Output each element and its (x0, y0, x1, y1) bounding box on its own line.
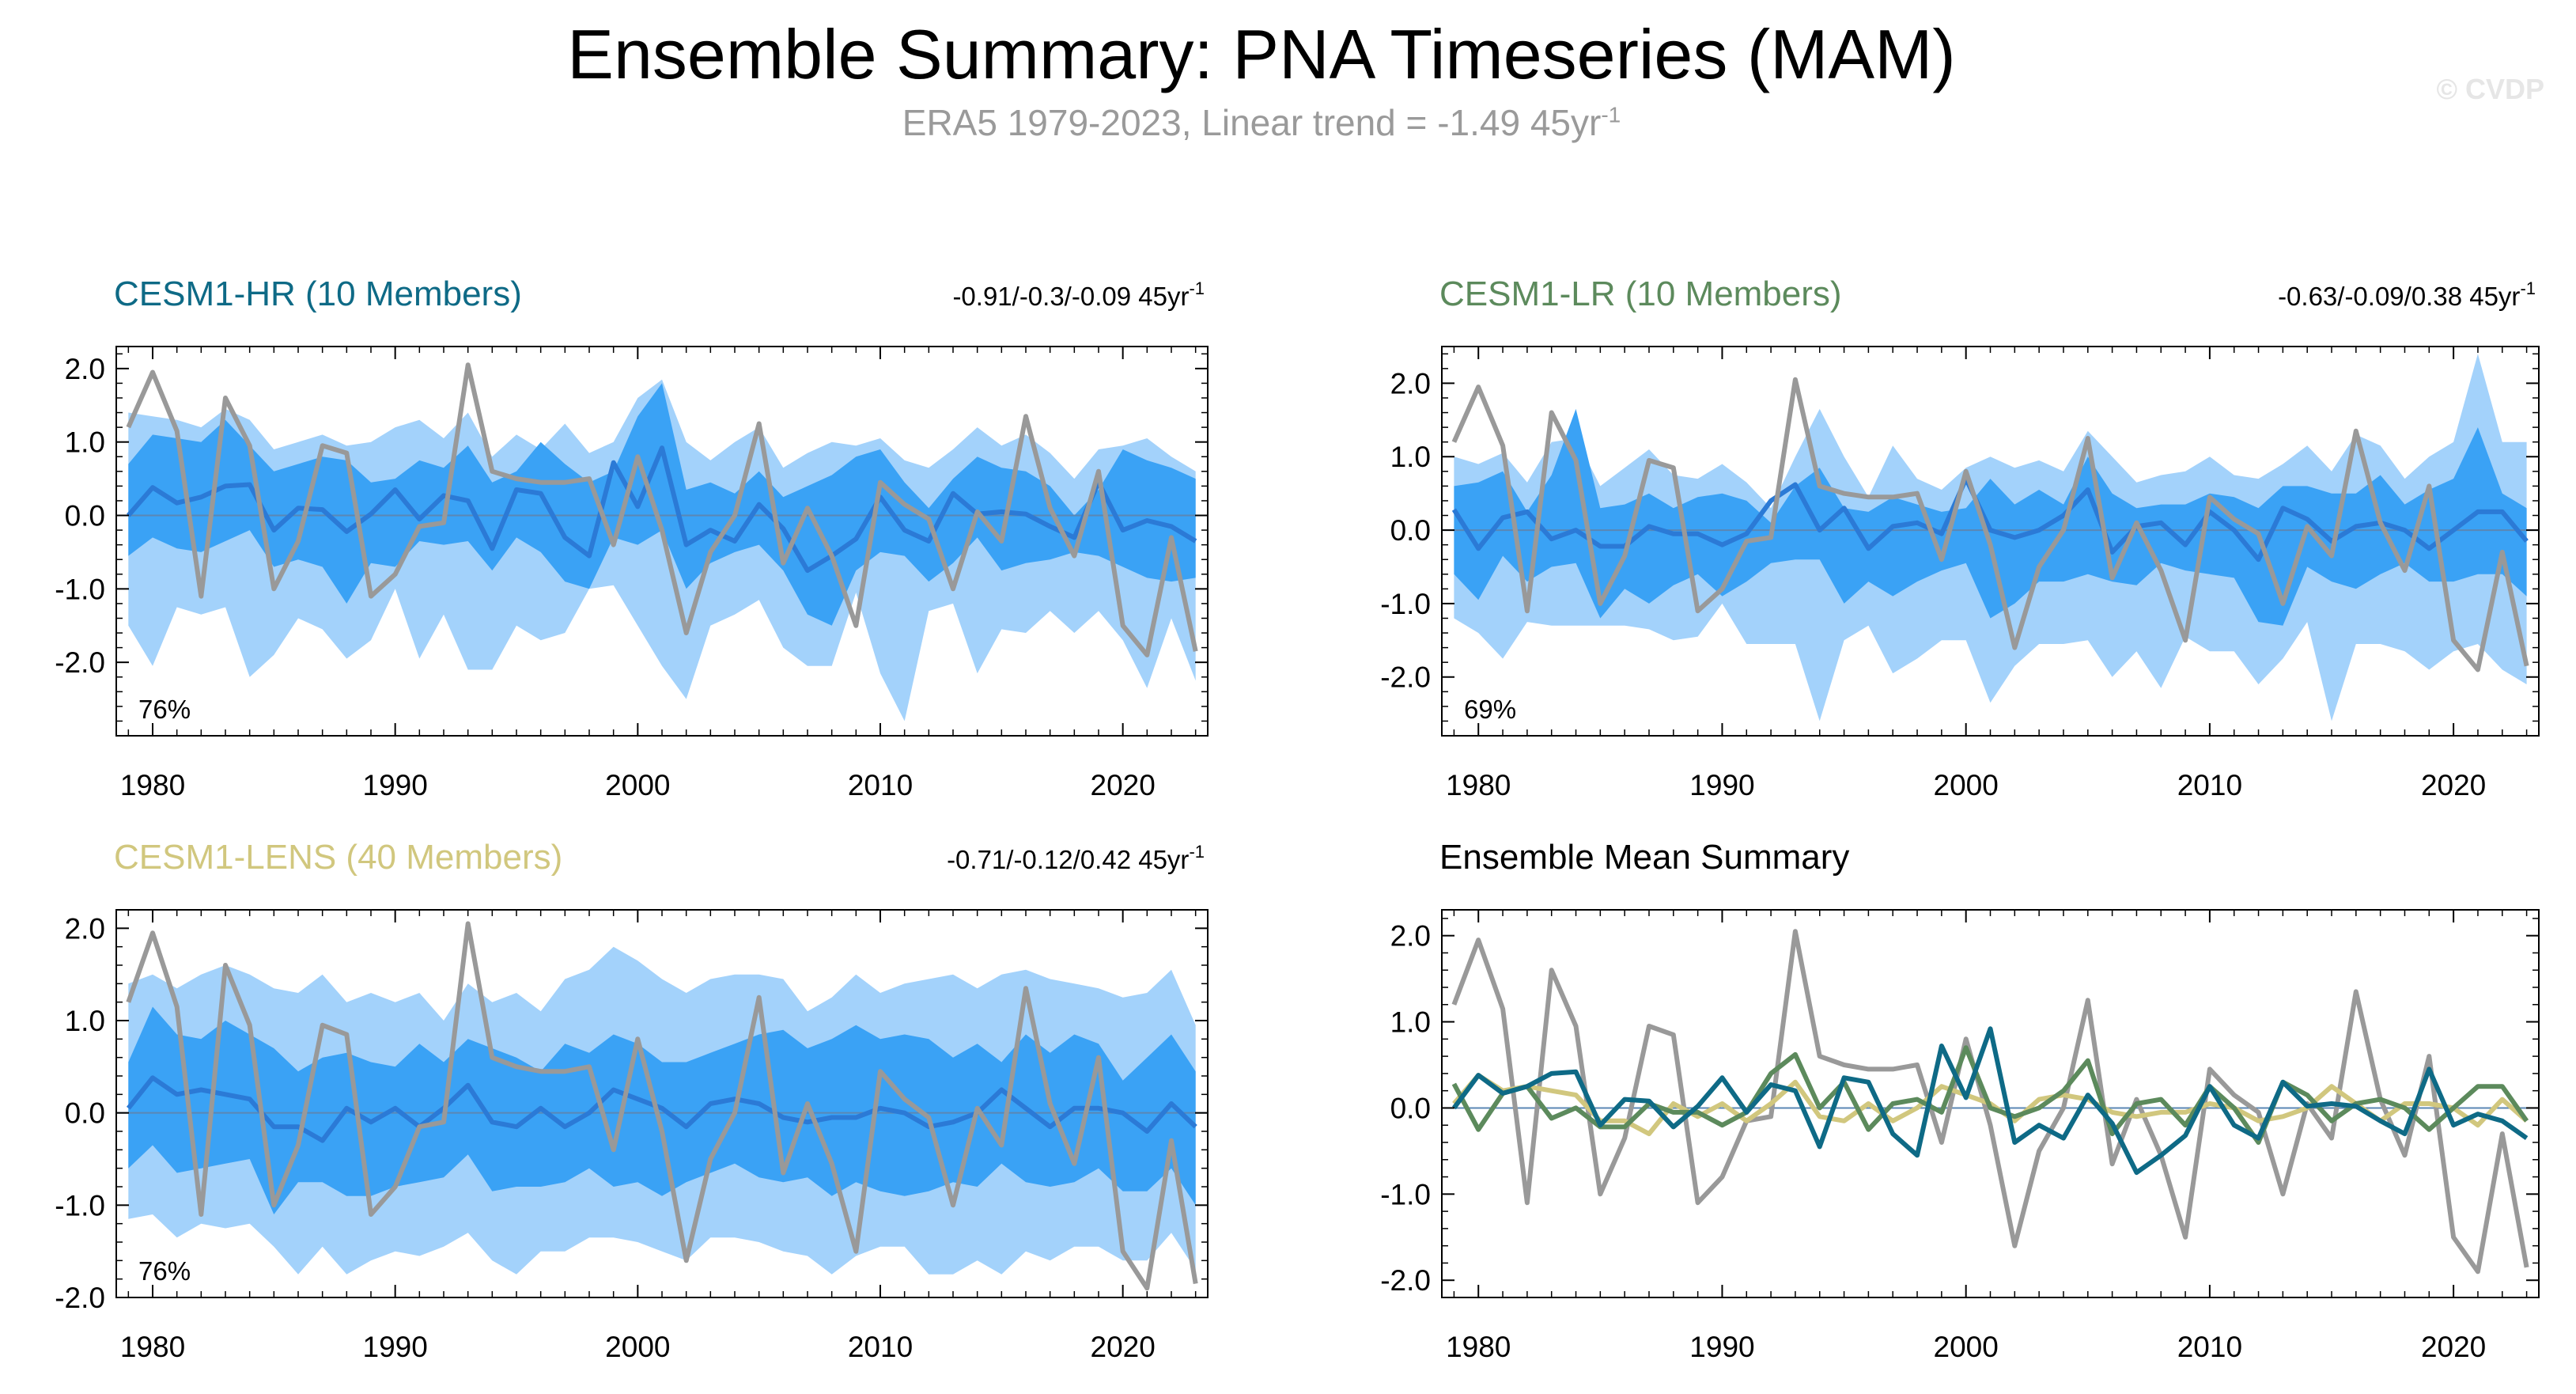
x-tick-label: 2000 (605, 1331, 670, 1363)
trend-superscript: -1 (1189, 842, 1205, 862)
x-tick-label: 2020 (1091, 1331, 1156, 1363)
y-tick-label: -1.0 (55, 1189, 105, 1222)
x-tick-label: 2010 (2177, 769, 2242, 801)
series-line-ens-mean (1451, 476, 2529, 563)
y-tick-label: -2.0 (1380, 1264, 1431, 1297)
plot-area (116, 921, 1208, 1291)
panel-title: Ensemble Mean Summary (1439, 838, 1849, 877)
panel-percent-label: 76% (138, 1256, 191, 1286)
x-tick-label: 1980 (120, 1331, 185, 1363)
trend-value: -0.91/-0.3/-0.09 45yr (952, 282, 1189, 311)
figure-title: Ensemble Summary: PNA Timeseries (MAM) (567, 15, 1956, 93)
series-line-hr (1451, 1026, 2529, 1176)
panel-1: 2.0 1.0 0.0 -1.0 -2.0 1980 1990 2000 2010 2020 CES… (55, 275, 1209, 801)
y-tick-label: 0.0 (1390, 1092, 1431, 1124)
x-tick-label: 2010 (2177, 1331, 2242, 1363)
panel-percent-label: 76% (138, 695, 191, 724)
y-tick-label: -1.0 (1380, 1178, 1431, 1210)
y-tick-label: 2.0 (65, 912, 105, 945)
x-tick-label: 1990 (1689, 769, 1754, 801)
panel-trend-label: -0.63/-0.09/0.38 45yr-1 (2278, 278, 2536, 311)
outer-spread-band (128, 379, 1196, 722)
inner-spread-band (1454, 408, 2527, 626)
y-tick-label: 1.0 (1390, 441, 1431, 473)
x-tick-label: 1990 (363, 769, 428, 801)
y-tick-label: 1.0 (65, 1005, 105, 1037)
panel-title: CESM1-HR (10 Members) (114, 275, 522, 313)
y-tick-label: 2.0 (1390, 367, 1431, 400)
plot-area (1442, 354, 2539, 722)
panel-title: CESM1-LR (10 Members) (1439, 275, 1842, 313)
x-tick-label: 1990 (1689, 1331, 1754, 1363)
x-tick-label: 2010 (848, 1331, 913, 1363)
y-tick-label: 2.0 (1390, 920, 1431, 953)
trend-value: -0.63/-0.09/0.38 45yr (2278, 282, 2520, 311)
y-tick-label: -2.0 (1380, 661, 1431, 694)
series-line-obs (1451, 377, 2529, 672)
subtitle-text: ERA5 1979-2023, Linear trend = -1.49 45y… (902, 102, 1602, 143)
plot-area (116, 362, 1208, 722)
inner-spread-band (128, 383, 1196, 626)
trend-superscript: -1 (2520, 278, 2536, 298)
panel-trend-label: -0.91/-0.3/-0.09 45yr-1 (952, 278, 1205, 311)
series-line-ens-mean (126, 1075, 1197, 1143)
panel-percent-label: 69% (1464, 695, 1516, 724)
panel-4: 2.0 1.0 0.0 -1.0 -2.0 1980 1990 2000 2010 2020 Ens… (1380, 838, 2540, 1363)
panel-trend-label: -0.71/-0.12/0.42 45yr-1 (947, 842, 1205, 874)
series-line-obs (126, 921, 1198, 1291)
x-tick-label: 1980 (1446, 1331, 1511, 1363)
y-tick-label: -2.0 (55, 646, 105, 679)
y-tick-label: -1.0 (55, 573, 105, 605)
y-tick-label: 1.0 (1390, 1006, 1431, 1039)
copyright-watermark: © CVDP (2436, 73, 2544, 105)
x-tick-label: 2020 (1091, 769, 1156, 801)
x-tick-label: 2020 (2421, 1331, 2486, 1363)
y-tick-label: 0.0 (1390, 514, 1431, 547)
y-tick-label: -1.0 (1380, 588, 1431, 620)
series-line-lr (1451, 1045, 2529, 1145)
trend-superscript: -1 (1189, 278, 1205, 298)
subtitle-superscript: -1 (1601, 102, 1621, 127)
x-tick-label: 1980 (120, 769, 185, 801)
x-tick-label: 2010 (848, 769, 913, 801)
x-tick-label: 2000 (605, 769, 670, 801)
y-tick-label: 1.0 (65, 426, 105, 459)
x-tick-label: 1980 (1446, 769, 1511, 801)
y-tick-label: -2.0 (55, 1282, 105, 1314)
y-tick-label: 0.0 (65, 1097, 105, 1130)
x-tick-label: 2000 (1934, 1331, 1999, 1363)
x-tick-label: 2020 (2421, 769, 2486, 801)
trend-value: -0.71/-0.12/0.42 45yr (947, 845, 1189, 874)
y-tick-label: 0.0 (65, 500, 105, 532)
x-tick-label: 1990 (363, 1331, 428, 1363)
x-tick-label: 2000 (1934, 769, 1999, 801)
figure-subtitle: ERA5 1979-2023, Linear trend = -1.49 45y… (0, 101, 2523, 144)
panel-2: 2.0 1.0 0.0 -1.0 -2.0 1980 1990 2000 2010 2020 CES… (1380, 275, 2540, 801)
panel-title: CESM1-LENS (40 Members) (114, 838, 562, 877)
series-line-obs (126, 362, 1198, 657)
plot-area (1442, 929, 2539, 1275)
panel-3: 2.0 1.0 0.0 -1.0 -2.0 1980 1990 2000 2010 2020 CES… (55, 838, 1209, 1363)
y-tick-label: 2.0 (65, 353, 105, 385)
